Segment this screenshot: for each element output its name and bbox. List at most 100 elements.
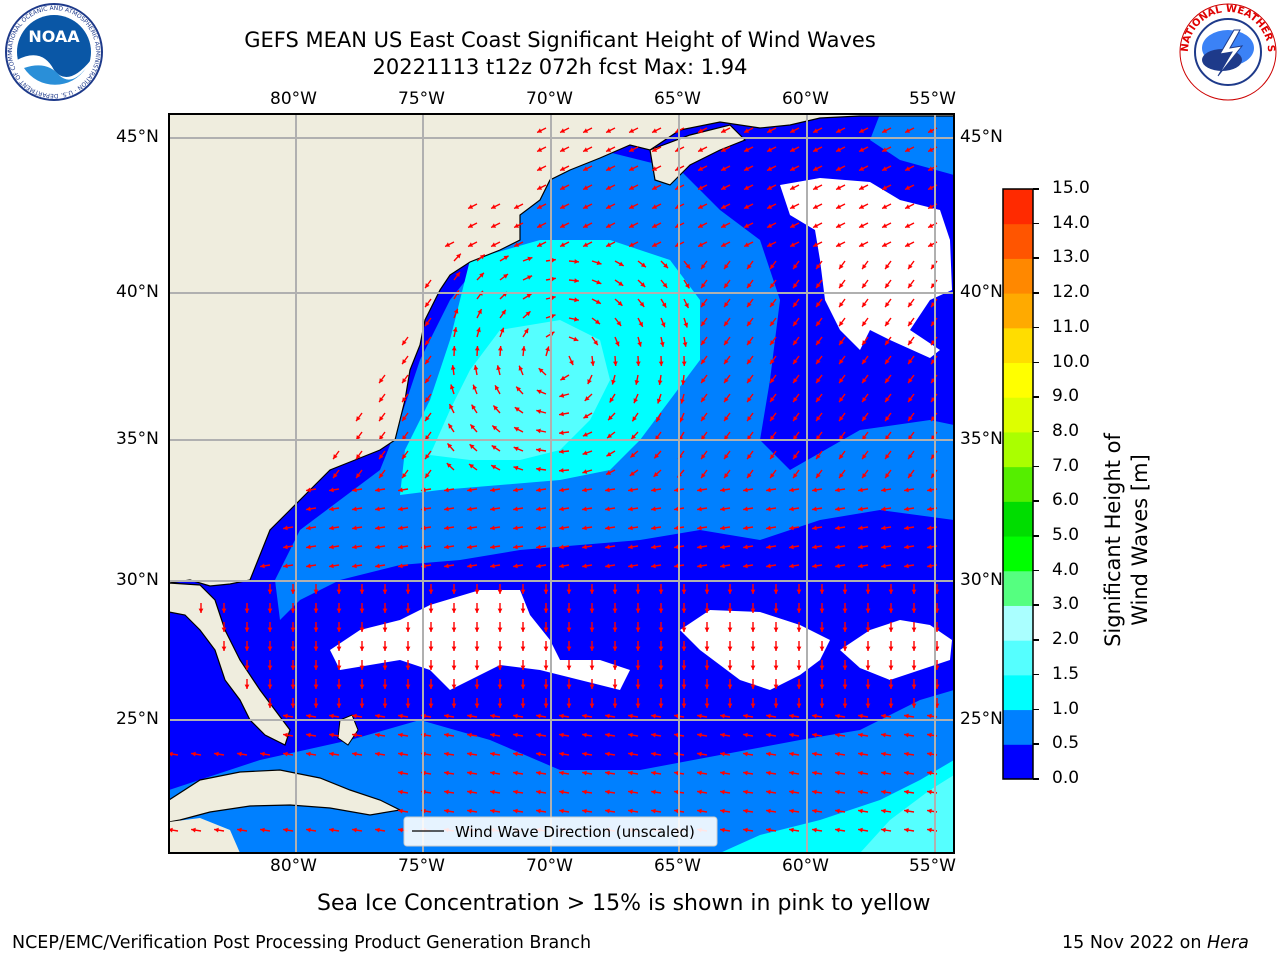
wave-arrow-head [793,359,798,365]
wave-arrow-head [628,506,633,512]
wave-arrow-head [927,732,932,738]
colorbar [1002,188,1034,780]
wave-arrow-head [885,435,890,441]
wave-arrow-head [773,665,779,670]
wave-arrow-head [720,827,725,833]
wave-arrow-head [858,525,863,531]
wave-arrow-head [582,544,587,550]
wave-arrow-head [589,589,595,594]
wave-arrow-head [743,751,748,757]
wave-arrow-head [537,166,543,171]
wave-arrow-head [865,589,871,594]
wave-arrow-head [681,703,687,708]
wave-arrow-head [862,473,867,479]
land-north-america [169,114,954,587]
wave-arrow-head [491,465,497,470]
wave-arrow-head [609,397,615,403]
wave-arrow-head [793,340,798,346]
lon-label-top: 80°W [270,89,317,109]
wave-arrow-head [221,608,227,613]
wave-arrow-head [290,646,296,651]
wave-arrow-head [630,452,636,458]
wave-arrow-head [927,713,932,719]
wave-arrow-head [313,608,319,613]
wave-arrow-head [747,283,752,289]
wave-arrow-head [398,789,403,795]
wave-arrow-head [559,525,564,531]
wave-arrow-head [657,380,663,385]
wave-arrow-head [796,665,802,670]
wave-arrow-head [747,359,752,365]
wave-arrow-head [595,319,600,325]
wave-arrow-head [836,223,842,228]
wave-arrow-head [931,378,936,384]
wave-arrow-head [908,397,913,403]
colorbar-tick-mark [1033,326,1039,329]
wave-arrow-head [881,525,886,531]
wave-arrow-head [796,646,802,651]
wave-arrow-head [543,646,549,651]
wave-arrow-head [513,563,518,569]
wave-arrow-head [816,283,821,289]
wave-arrow-head [628,525,633,531]
wave-arrow-head [582,751,587,757]
wave-arrow-head [628,808,633,814]
wave-arrow-head [858,808,863,814]
wave-arrow-head [566,646,572,651]
wave-arrow-head [244,627,250,632]
wave-arrow-head [582,525,587,531]
wave-arrow-head [767,185,773,190]
lon-label-bottom: 60°W [782,856,829,876]
wave-arrow-head [908,359,913,365]
wave-arrow-head [885,321,890,327]
wave-arrow-head [724,473,729,479]
lon-label-bottom: 80°W [270,856,317,876]
wave-arrow-head [632,416,637,422]
wave-arrow-head [379,473,384,479]
wave-arrow-head [652,242,658,247]
wave-arrow-head [698,242,704,247]
wave-arrow-head [721,166,727,171]
wave-arrow-head [402,397,407,403]
wave-arrow-head [537,147,543,152]
wave-arrow-head [727,646,733,651]
wave-arrow-head [766,827,771,833]
wave-arrow-head [425,378,430,384]
wave-arrow-head [885,264,890,270]
wave-arrow-head [379,397,384,403]
wave-arrow-head [583,166,589,171]
wave-arrow-head [329,732,334,738]
wave-arrow-head [767,128,773,133]
land-yucatan [169,818,240,853]
legend-box [403,816,718,847]
wave-arrow-head [750,589,756,594]
wave-arrow-head [839,359,844,365]
wave-arrow-head [836,185,842,190]
wave-arrow-head [835,525,840,531]
wave-arrow-head [888,646,894,651]
wave-arrow-head [904,506,909,512]
wave-arrow-head [589,703,595,708]
wave-arrow-head [658,703,664,708]
noaa-text: NOAA [28,27,80,46]
wave-arrow-head [477,309,482,315]
wave-arrow-head [839,340,844,346]
wave-arrow-head [658,665,664,670]
wave-arrow-head [770,397,775,403]
wave-arrow-head [329,827,334,833]
wave-arrow-head [628,544,633,550]
map-gridlines [169,114,954,853]
wave-arrow-head [336,646,342,651]
wave-arrow-head [927,506,932,512]
lon-label-top: 55°W [909,89,956,109]
wave-arrow-head [770,264,775,270]
wave-arrow-head [520,627,526,632]
wave-arrow-head [858,544,863,550]
wave-arrow-head [812,770,817,776]
wave-arrow-head [796,608,802,613]
wave-arrow-head [911,665,917,670]
wave-arrow-head [882,128,888,133]
wave-arrow-head [525,311,531,317]
wave-arrow-head [425,340,430,346]
wave-arrow-head [904,827,909,833]
